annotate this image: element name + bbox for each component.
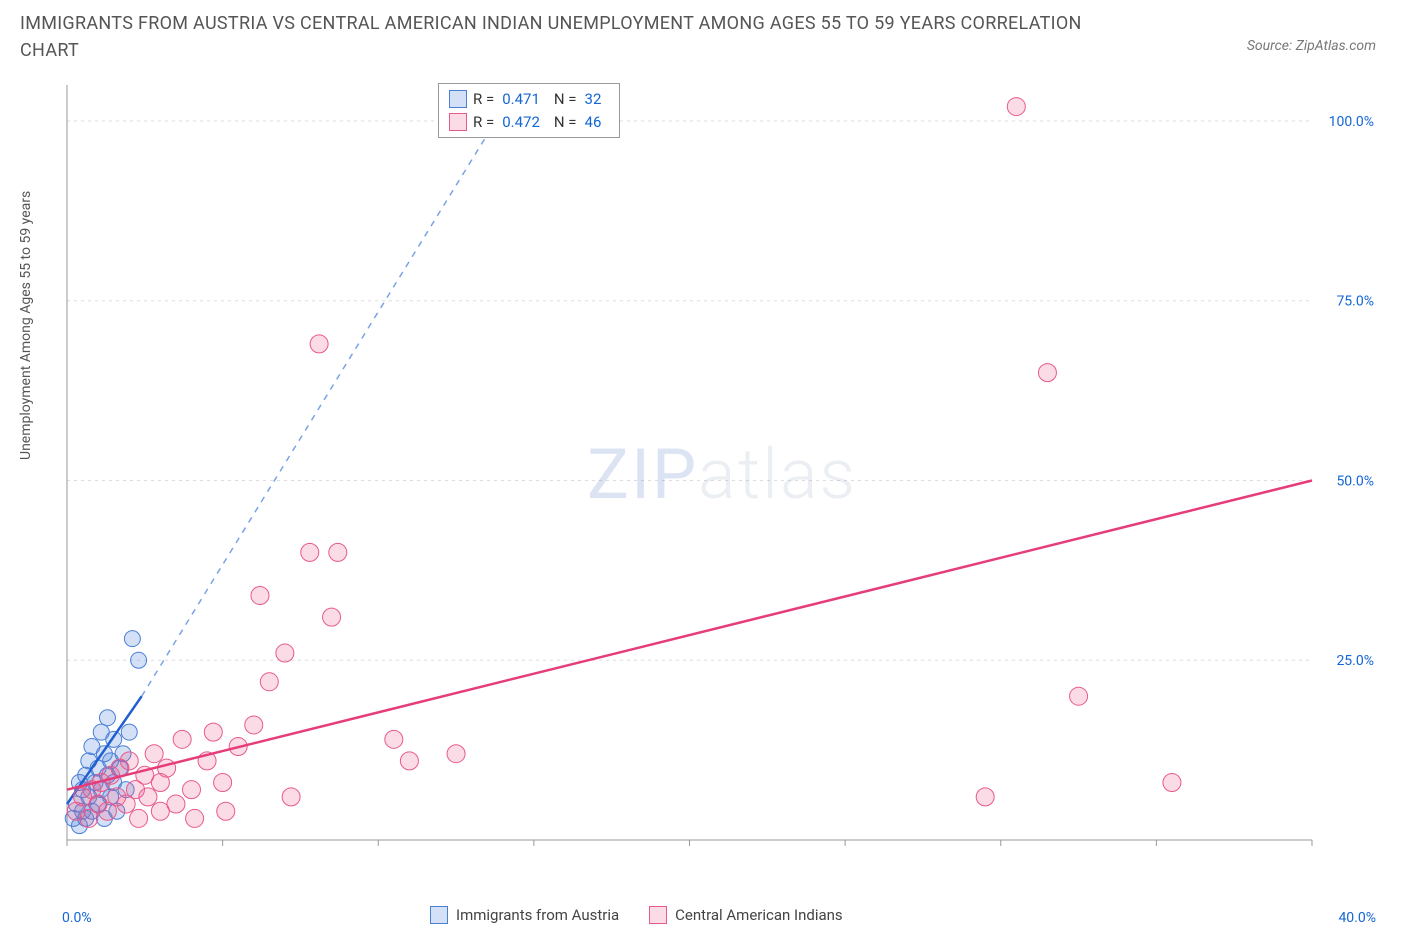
legend-item-1: Central American Indians [649, 906, 843, 924]
svg-text:75.0%: 75.0% [1336, 294, 1374, 310]
source-attribution: Source: ZipAtlas.com [1247, 38, 1376, 54]
stats-n-label: N = [554, 111, 577, 134]
stats-r-label: R = [473, 111, 494, 134]
legend-swatch-series-0 [449, 90, 467, 108]
legend-swatch-bottom-0 [430, 906, 448, 924]
legend-item-0: Immigrants from Austria [430, 906, 619, 924]
stats-row-series-0: R = 0.471 N = 32 [449, 88, 609, 111]
legend-swatch-series-1 [449, 113, 467, 131]
source-prefix: Source: [1247, 38, 1296, 54]
chart-canvas: 25.0% 50.0% 75.0% 100.0% [62, 80, 1382, 870]
bottom-legend: Immigrants from Austria Central American… [430, 906, 843, 924]
stats-box: R = 0.471 N = 32 R = 0.472 N = 46 [438, 83, 620, 138]
legend-label-0: Immigrants from Austria [456, 906, 619, 924]
svg-text:25.0%: 25.0% [1336, 653, 1374, 669]
stats-n-value-1: 46 [585, 111, 602, 134]
x-axis-min-label: 0.0% [62, 910, 92, 926]
stats-n-value-0: 32 [585, 88, 602, 111]
stats-r-value-0: 0.471 [502, 88, 540, 111]
svg-text:50.0%: 50.0% [1336, 473, 1374, 489]
x-axis-max-label: 40.0% [1338, 910, 1376, 926]
stats-n-label: N = [554, 88, 577, 111]
source-name: ZipAtlas.com [1296, 38, 1376, 54]
svg-text:100.0%: 100.0% [1329, 114, 1374, 130]
scatter-plot: 25.0%50.0%75.0%100.0% ZIPatlas [62, 80, 1382, 870]
legend-swatch-bottom-1 [649, 906, 667, 924]
stats-r-label: R = [473, 88, 494, 111]
stats-row-series-1: R = 0.472 N = 46 [449, 111, 609, 134]
y-axis-label: Unemployment Among Ages 55 to 59 years [18, 191, 34, 460]
legend-label-1: Central American Indians [675, 906, 843, 924]
chart-title: IMMIGRANTS FROM AUSTRIA VS CENTRAL AMERI… [20, 10, 1120, 64]
stats-r-value-1: 0.472 [502, 111, 540, 134]
